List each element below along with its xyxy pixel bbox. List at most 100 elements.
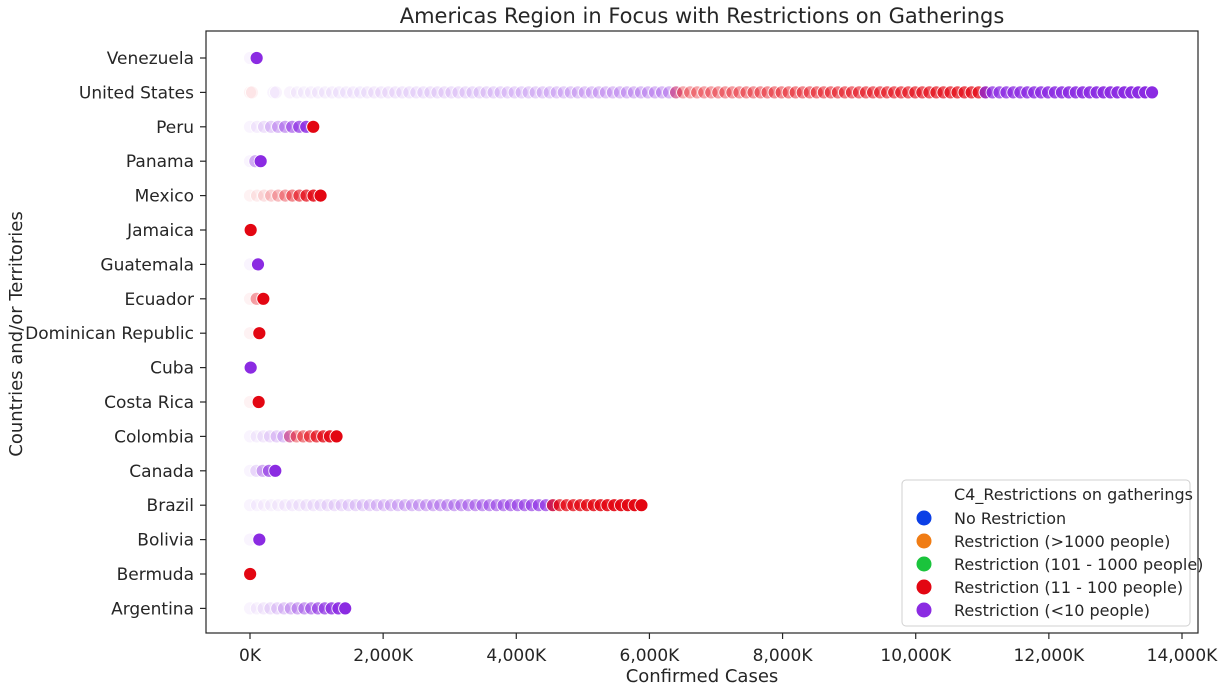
data-point bbox=[391, 498, 405, 513]
data-point bbox=[739, 85, 754, 100]
data-point-latest bbox=[338, 601, 353, 616]
y-tick-label: Mexico bbox=[135, 187, 194, 207]
data-point bbox=[264, 119, 278, 134]
data-point-latest bbox=[329, 429, 344, 444]
data-point bbox=[416, 85, 431, 100]
y-tick-label: Ecuador bbox=[125, 290, 194, 310]
data-point bbox=[398, 498, 412, 513]
legend-label: Restriction (>1000 people) bbox=[954, 532, 1170, 551]
data-point bbox=[334, 498, 349, 513]
x-tick-label: 4,000K bbox=[486, 646, 547, 666]
data-point bbox=[493, 85, 508, 100]
data-point bbox=[655, 85, 669, 100]
data-point bbox=[528, 85, 543, 100]
data-point bbox=[271, 119, 286, 134]
y-tick-label: Guatemala bbox=[100, 255, 194, 275]
legend-marker bbox=[916, 533, 932, 549]
data-point-latest bbox=[243, 567, 258, 581]
data-point bbox=[297, 85, 311, 100]
data-point bbox=[683, 85, 698, 100]
data-point-latest bbox=[249, 51, 264, 65]
data-point bbox=[521, 85, 536, 100]
data-point bbox=[360, 85, 375, 100]
data-point bbox=[697, 85, 712, 100]
data-point bbox=[257, 498, 271, 513]
data-point bbox=[669, 85, 683, 100]
data-point-latest bbox=[306, 119, 321, 134]
data-point bbox=[355, 498, 370, 513]
data-point bbox=[556, 85, 571, 100]
data-point bbox=[243, 119, 257, 134]
legend-marker bbox=[916, 510, 932, 526]
legend: C4_Restrictions on gatherings No Restrict… bbox=[901, 479, 1203, 627]
data-point bbox=[339, 85, 354, 100]
data-point bbox=[458, 85, 473, 100]
data-point bbox=[620, 85, 634, 100]
data-point bbox=[605, 85, 620, 100]
data-point bbox=[641, 85, 655, 100]
plot-frame bbox=[205, 30, 1199, 634]
chart-title: Americas Region in Focus with Restrictio… bbox=[400, 4, 1005, 28]
data-point bbox=[290, 85, 304, 100]
data-point bbox=[591, 85, 606, 100]
data-point bbox=[311, 85, 325, 100]
data-point bbox=[332, 85, 346, 100]
x-tick-label: 0K bbox=[239, 646, 262, 666]
data-point bbox=[395, 85, 410, 100]
data-point bbox=[500, 85, 515, 100]
data-point bbox=[353, 85, 368, 100]
data-point bbox=[257, 119, 271, 134]
data-point bbox=[451, 85, 466, 100]
data-point bbox=[444, 85, 459, 100]
data-point bbox=[269, 85, 283, 100]
data-point bbox=[753, 85, 768, 100]
data-point bbox=[292, 498, 307, 513]
data-point bbox=[306, 498, 321, 513]
data-point bbox=[318, 85, 332, 100]
data-point bbox=[454, 498, 469, 513]
y-axis-label: Countries and/or Territories bbox=[6, 211, 27, 457]
data-point bbox=[419, 498, 434, 513]
data-point bbox=[250, 188, 264, 203]
y-tick-label: Costa Rica bbox=[104, 393, 194, 413]
legend-label: Restriction (11 - 100 people) bbox=[954, 578, 1183, 597]
y-tick-label: Bermuda bbox=[117, 565, 194, 585]
data-point bbox=[760, 85, 775, 100]
data-point-latest bbox=[268, 463, 283, 478]
data-point bbox=[486, 85, 501, 100]
y-tick-label: United States bbox=[79, 83, 194, 103]
data-point bbox=[437, 85, 452, 100]
data-point bbox=[367, 85, 382, 100]
y-tick-label: Canada bbox=[129, 462, 194, 482]
data-point bbox=[376, 498, 391, 513]
data-point bbox=[250, 119, 264, 134]
data-point bbox=[325, 85, 339, 100]
data-point-latest bbox=[256, 291, 271, 306]
data-point bbox=[447, 498, 462, 513]
data-point bbox=[278, 498, 293, 513]
data-point-latest bbox=[243, 223, 258, 237]
data-point bbox=[781, 85, 796, 100]
data-point bbox=[690, 85, 705, 100]
data-point bbox=[369, 498, 384, 513]
data-point-latest bbox=[243, 360, 258, 375]
data-point bbox=[627, 85, 641, 100]
data-point bbox=[278, 188, 293, 203]
data-point bbox=[704, 85, 719, 100]
data-point bbox=[271, 188, 286, 203]
data-point bbox=[405, 498, 419, 513]
x-tick-label: 2,000K bbox=[353, 646, 414, 666]
plot-area: 0K 2,000K 4,000K 6,000K 8,000K 10,000K 12,000K… bbox=[25, 30, 1218, 666]
legend-label: Restriction (<10 people) bbox=[954, 601, 1150, 620]
data-point bbox=[327, 498, 342, 513]
y-tick-label: Peru bbox=[156, 118, 194, 138]
data-point-latest bbox=[634, 498, 649, 513]
data-point bbox=[304, 85, 318, 100]
data-point bbox=[402, 85, 417, 100]
data-point bbox=[472, 85, 487, 100]
data-point bbox=[299, 498, 314, 513]
data-point-latest bbox=[1145, 85, 1159, 100]
data-point-latest bbox=[251, 395, 266, 409]
data-point bbox=[514, 85, 529, 100]
x-axis-label: Confirmed Cases bbox=[626, 666, 779, 687]
